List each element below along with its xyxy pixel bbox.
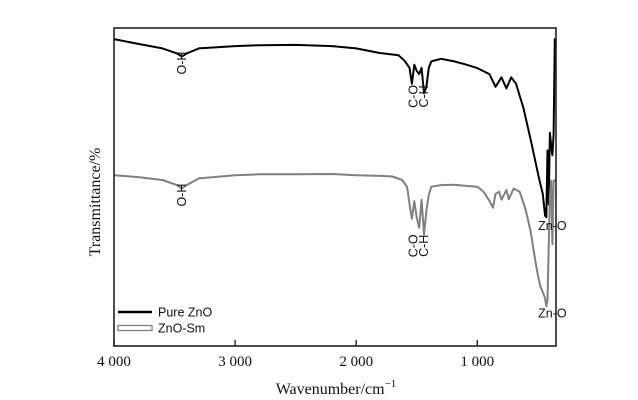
peak-annotation-c-h: C-H bbox=[417, 235, 431, 257]
legend-label-pure-zno: Pure ZnO bbox=[158, 306, 212, 320]
peak-annotation-o-h: O-H bbox=[175, 52, 189, 75]
series-line-pure-zno bbox=[113, 38, 557, 219]
y-axis-label: Transmittance/% bbox=[87, 148, 104, 257]
x-tick-label: 2 000 bbox=[339, 354, 373, 370]
peak-annotation-zn-o: Zn-O bbox=[538, 219, 567, 233]
series-layer bbox=[113, 38, 557, 308]
legend: Pure ZnO ZnO-Sm bbox=[117, 306, 212, 336]
plot-area-frame bbox=[113, 27, 557, 347]
peak-annotation-c-o: C-O bbox=[407, 234, 421, 257]
peak-annotation-o-h: O-H bbox=[175, 184, 189, 207]
x-axis-label-superscript: −1 bbox=[385, 378, 397, 390]
x-tick-label: 1 000 bbox=[460, 354, 494, 370]
peak-annotation-c-h: C-H bbox=[417, 85, 431, 107]
peak-annotation-zn-o: Zn-O bbox=[538, 306, 567, 320]
x-axis-label-text: Wavenumber/cm bbox=[276, 381, 385, 398]
legend-swatch-zno-sm bbox=[117, 324, 153, 332]
peak-annotation-c-o: C-O bbox=[407, 85, 421, 108]
x-axis-ticks: 4 000 3 000 2 000 1 000 bbox=[97, 340, 494, 370]
x-tick-label: 4 000 bbox=[97, 354, 131, 370]
x-tick-label: 3 000 bbox=[218, 354, 252, 370]
series-line-zno-sm bbox=[113, 173, 557, 308]
annotation-layer: O-HC-OC-HZn-OO-HC-OC-HZn-O bbox=[175, 52, 567, 321]
x-axis-label: Wavenumber/cm−1 bbox=[276, 378, 397, 398]
legend-label-zno-sm: ZnO-Sm bbox=[158, 322, 205, 336]
